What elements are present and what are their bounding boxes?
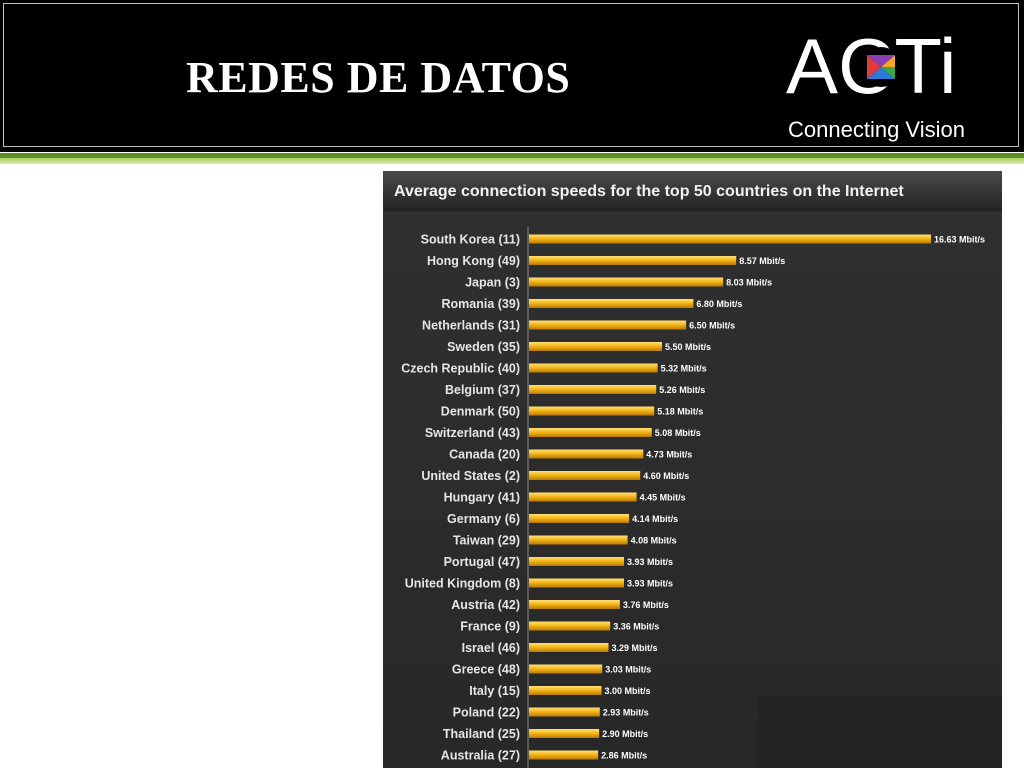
corner-shade <box>757 696 1002 768</box>
category-label: United Kingdom (8) <box>405 577 520 591</box>
category-label: Japan (3) <box>465 276 520 290</box>
value-label: 3.36 Mbit/s <box>613 622 659 632</box>
bar <box>529 471 641 480</box>
value-label: 2.90 Mbit/s <box>602 729 648 739</box>
value-label: 2.86 Mbit/s <box>601 751 647 761</box>
category-label: Romania (39) <box>442 297 521 311</box>
slide-title: REDES DE DATOS <box>186 53 571 102</box>
chart-panel: Average connection speeds for the top 50… <box>383 171 1002 768</box>
bar <box>529 707 600 717</box>
category-label: Taiwan (29) <box>453 534 520 548</box>
bar <box>529 643 609 652</box>
value-label: 3.29 Mbit/s <box>612 643 658 653</box>
bar <box>529 664 603 674</box>
category-label: Switzerland (43) <box>425 426 520 440</box>
value-label: 3.03 Mbit/s <box>605 665 651 675</box>
value-label: 5.32 Mbit/s <box>661 364 707 374</box>
category-label: Poland (22) <box>453 706 520 720</box>
bar <box>529 750 599 760</box>
value-label: 8.57 Mbit/s <box>739 256 785 266</box>
category-label: Israel (46) <box>462 641 520 655</box>
value-label: 4.08 Mbit/s <box>631 536 677 546</box>
chart-title: Average connection speeds for the top 50… <box>394 183 904 200</box>
category-label: Germany (6) <box>447 512 520 526</box>
category-label: Czech Republic (40) <box>401 362 520 376</box>
category-label: South Korea (11) <box>421 233 520 247</box>
header-divider-light <box>0 158 1024 164</box>
value-label: 16.63 Mbit/s <box>934 235 985 245</box>
value-label: 5.08 Mbit/s <box>655 428 701 438</box>
bar <box>529 277 724 287</box>
value-label: 3.76 Mbit/s <box>623 600 669 610</box>
bar <box>529 600 620 609</box>
bar <box>529 299 694 308</box>
bar <box>529 535 628 545</box>
bar <box>529 514 630 523</box>
category-label: Greece (48) <box>452 663 520 677</box>
category-label: France (9) <box>460 620 520 634</box>
logo-color-wheel-icon <box>861 47 901 87</box>
bar <box>529 256 737 265</box>
value-label: 2.93 Mbit/s <box>603 708 649 718</box>
value-label: 3.93 Mbit/s <box>627 557 673 567</box>
bar <box>529 406 655 416</box>
category-label: Belgium (37) <box>445 383 520 397</box>
header-frame <box>3 3 1019 147</box>
category-label: Hungary (41) <box>444 491 520 505</box>
category-label: Canada (20) <box>449 448 520 462</box>
bar <box>529 578 624 588</box>
value-label: 4.14 Mbit/s <box>632 514 678 524</box>
logo-tagline: Connecting Vision <box>788 117 965 142</box>
category-label: Hong Kong (49) <box>427 254 520 268</box>
bar <box>529 492 637 502</box>
value-label: 5.18 Mbit/s <box>657 407 703 417</box>
bar <box>529 729 600 738</box>
bar <box>529 363 658 373</box>
value-label: 6.50 Mbit/s <box>689 321 735 331</box>
value-label: 4.60 Mbit/s <box>643 471 689 481</box>
bar <box>529 385 657 394</box>
value-label: 6.80 Mbit/s <box>696 299 742 309</box>
category-label: Portugal (47) <box>444 555 520 569</box>
value-label: 8.03 Mbit/s <box>726 278 772 288</box>
bar <box>529 234 931 244</box>
bar <box>529 449 644 459</box>
bar <box>529 320 687 330</box>
bar-chart: South Korea (11) 16.63 Mbit/s Hong Kong (4… <box>401 227 985 768</box>
category-label: Australia (27) <box>441 749 520 763</box>
bar <box>529 621 611 631</box>
slide-header: REDES DE DATOS ACTi Connecting Vision <box>0 0 1024 152</box>
bar <box>529 342 662 351</box>
value-label: 4.73 Mbit/s <box>646 450 692 460</box>
category-label: Thailand (25) <box>443 727 520 741</box>
header-divider-dark <box>0 153 1024 158</box>
category-label: Sweden (35) <box>447 340 520 354</box>
bar <box>529 686 602 695</box>
category-label: Austria (42) <box>451 598 520 612</box>
value-label: 5.26 Mbit/s <box>659 385 705 395</box>
category-label: Denmark (50) <box>441 405 520 419</box>
bar <box>529 428 652 437</box>
category-label: United States (2) <box>421 469 520 483</box>
value-label: 3.00 Mbit/s <box>605 686 651 696</box>
acti-logo: ACTi Connecting Vision <box>786 24 1006 144</box>
category-label: Italy (15) <box>469 684 520 698</box>
bar <box>529 557 624 566</box>
category-label: Netherlands (31) <box>422 319 520 333</box>
chart-title-bar: Average connection speeds for the top 50… <box>383 171 1002 211</box>
value-label: 5.50 Mbit/s <box>665 342 711 352</box>
value-label: 4.45 Mbit/s <box>640 493 686 503</box>
value-label: 3.93 Mbit/s <box>627 579 673 589</box>
